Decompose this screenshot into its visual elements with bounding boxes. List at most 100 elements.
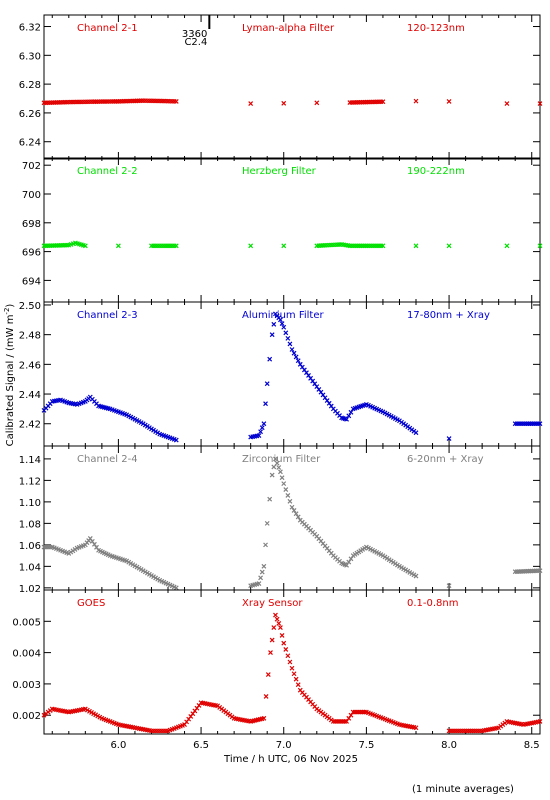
- data-point: [281, 640, 287, 646]
- y-tick-label: 2.50: [19, 301, 41, 312]
- data-point: [279, 321, 285, 326]
- data-point: [287, 498, 293, 504]
- data-point: [259, 425, 265, 431]
- data-point: [287, 341, 293, 347]
- data-point: [537, 243, 543, 249]
- data-point: [295, 514, 301, 520]
- data-point: [264, 381, 270, 387]
- data-point: [265, 672, 271, 677]
- data-point: [346, 715, 352, 721]
- data-point: [278, 469, 283, 475]
- data-point: [344, 719, 349, 724]
- data-point: [256, 581, 262, 586]
- y-axis-title-end: ): [5, 304, 16, 308]
- event-marker-id: 3360: [182, 29, 207, 40]
- data-point: [348, 712, 354, 718]
- data-point: [276, 465, 282, 470]
- panel-label: 0.1-0.8nm: [407, 598, 459, 609]
- data-point: [285, 335, 291, 341]
- y-tick-label: 1.08: [19, 519, 41, 530]
- panel-2: 694 696 698 700 702 Channel 2-2 Herzberg Filte…: [22, 157, 543, 303]
- x-tick-label: 6.0: [110, 740, 126, 751]
- data-point: [346, 559, 352, 565]
- y-tick-label: 698: [22, 219, 41, 230]
- panel-3: 2.42 2.44 2.46 2.48 2.50 Channel 2-3 Aluminium…: [19, 301, 543, 447]
- panel-label: Aluminium Filter: [242, 310, 325, 321]
- y-tick-label: 6.30: [19, 51, 41, 62]
- data-point: [264, 520, 270, 526]
- y-tick-label: 700: [22, 190, 41, 201]
- data-point: [278, 625, 283, 630]
- data-point: [293, 511, 299, 517]
- panel-label: Lyman-alpha Filter: [242, 23, 335, 34]
- data-point: [348, 409, 354, 415]
- data-point: [446, 98, 452, 104]
- data-point: [269, 637, 275, 643]
- data-point: [287, 659, 293, 665]
- data-point: [380, 99, 386, 105]
- data-point: [279, 632, 285, 638]
- event-marker-class: C2.4: [184, 37, 207, 48]
- data-point: [291, 350, 297, 356]
- data-point: [346, 413, 352, 419]
- y-tick-label: 1.04: [19, 562, 41, 573]
- panel-label: Channel 2-2: [77, 166, 138, 177]
- data-point: [273, 456, 278, 462]
- data-point: [276, 620, 282, 626]
- data-point: [537, 719, 543, 724]
- y-tick-label: 6.24: [19, 138, 41, 149]
- y-tick-label: 2.42: [19, 420, 41, 431]
- y-tick-label: 0.005: [12, 617, 41, 628]
- data-point: [537, 568, 543, 574]
- data-point: [314, 100, 320, 106]
- panel-frame: [43, 14, 541, 160]
- data-point: [504, 243, 510, 249]
- data-point: [94, 544, 99, 550]
- data-point: [283, 487, 289, 492]
- y-tick-label: 0.002: [12, 711, 41, 722]
- data-point: [271, 321, 277, 327]
- data-point: [289, 504, 295, 510]
- series-points: [41, 240, 543, 249]
- data-point: [413, 98, 419, 104]
- data-point: [348, 556, 354, 562]
- data-point: [344, 562, 349, 568]
- data-point: [289, 347, 295, 352]
- data-point: [268, 650, 273, 656]
- data-point: [248, 243, 254, 249]
- y-tick-label: 6.32: [19, 23, 41, 34]
- data-point: [281, 324, 287, 330]
- data-point: [273, 612, 278, 618]
- y-tick-label: 2.44: [19, 390, 41, 401]
- panel-frame: [43, 445, 541, 591]
- data-point: [248, 101, 254, 106]
- data-point: [380, 243, 386, 249]
- panel-label: GOES: [77, 598, 105, 609]
- data-point: [274, 460, 280, 466]
- y-tick-label: 1.06: [19, 541, 41, 552]
- panel-label: 120-123nm: [407, 23, 465, 34]
- data-point: [413, 243, 419, 249]
- x-tick-label: 7.5: [358, 740, 374, 751]
- panel-label: 190-222nm: [407, 166, 465, 177]
- data-point: [291, 508, 297, 513]
- data-point: [92, 541, 97, 547]
- data-point: [263, 401, 268, 407]
- data-point: [82, 243, 88, 249]
- data-point: [271, 464, 277, 470]
- data-point: [261, 563, 267, 569]
- data-point: [291, 671, 297, 677]
- footnote: (1 minute averages): [412, 784, 514, 795]
- x-axis-title: Time / h UTC, 06 Nov 2025: [223, 754, 358, 765]
- x-tick-label: 7.0: [276, 740, 292, 751]
- data-point: [263, 542, 268, 548]
- y-tick-label: 6.26: [19, 109, 41, 120]
- data-point: [446, 583, 452, 589]
- panel-label: Zirconium Filter: [242, 454, 321, 465]
- data-point: [293, 354, 299, 360]
- data-point: [281, 100, 287, 106]
- data-point: [256, 433, 262, 439]
- data-point: [269, 332, 275, 338]
- panel-label: Herzberg Filter: [242, 166, 317, 177]
